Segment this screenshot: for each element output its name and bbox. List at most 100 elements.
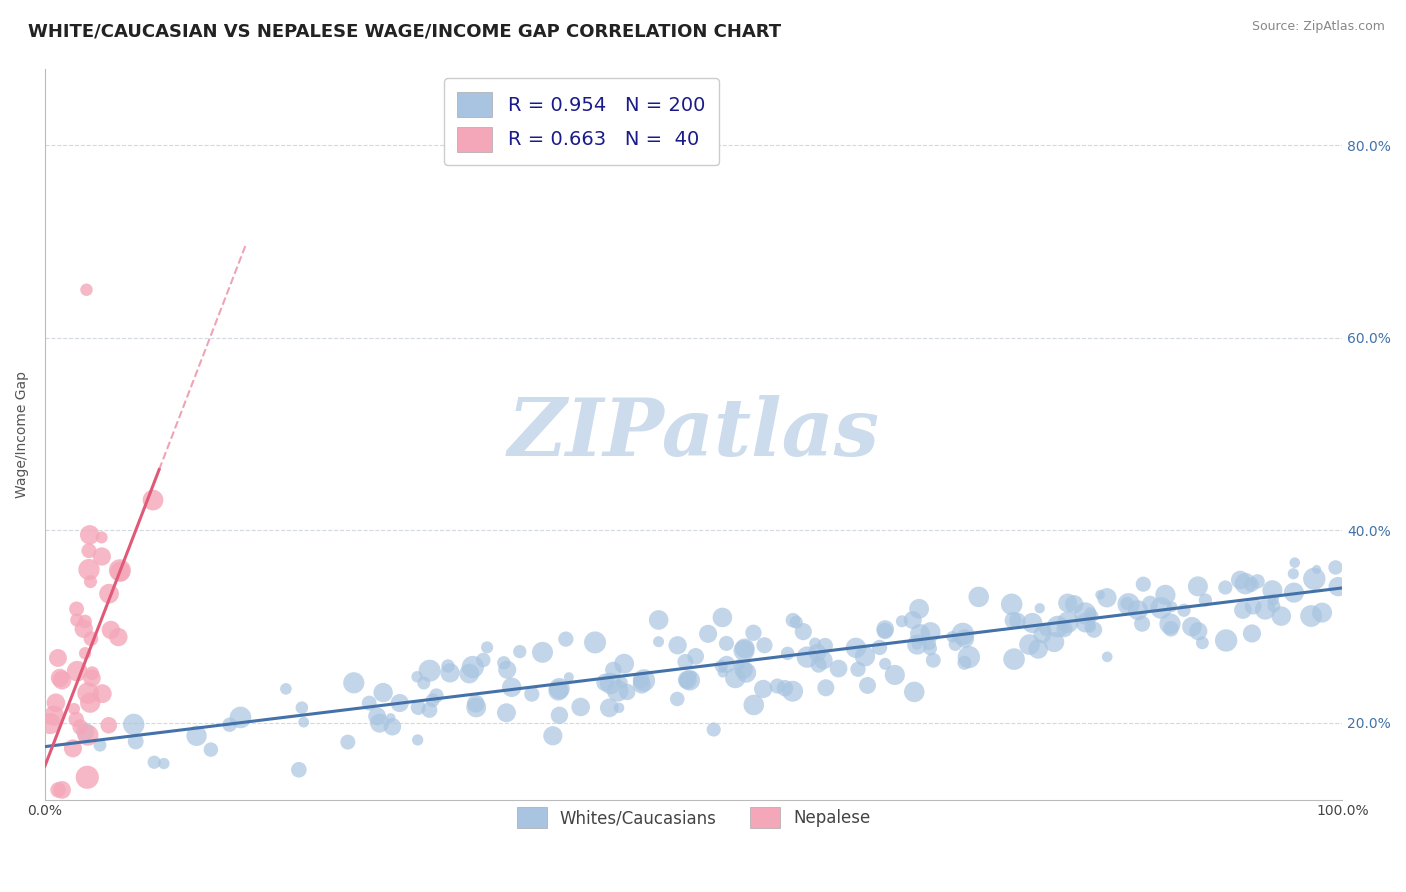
Point xyxy=(676,673,699,687)
Point xyxy=(142,493,165,508)
Point xyxy=(1282,585,1305,599)
Point xyxy=(1002,652,1025,666)
Point xyxy=(122,717,145,731)
Point xyxy=(1046,619,1069,633)
Point xyxy=(697,627,720,641)
Point xyxy=(733,643,755,657)
Point xyxy=(920,641,942,656)
Point xyxy=(804,636,827,650)
Point xyxy=(458,666,481,681)
Point xyxy=(773,681,796,696)
Point xyxy=(711,610,734,624)
Point xyxy=(606,683,628,698)
Point xyxy=(905,638,928,652)
Point xyxy=(343,675,366,690)
Point xyxy=(1126,603,1149,617)
Point xyxy=(875,622,897,636)
Point xyxy=(903,685,925,699)
Point xyxy=(39,716,62,731)
Point xyxy=(186,729,208,743)
Point xyxy=(807,657,830,672)
Point xyxy=(509,644,531,658)
Text: WHITE/CAUCASIAN VS NEPALESE WAGE/INCOME GAP CORRELATION CHART: WHITE/CAUCASIAN VS NEPALESE WAGE/INCOME … xyxy=(28,22,782,40)
Point xyxy=(1043,635,1066,649)
Point xyxy=(728,657,751,672)
Point xyxy=(607,700,630,714)
Point xyxy=(610,675,633,690)
Point xyxy=(883,668,905,682)
Point xyxy=(776,646,799,660)
Point xyxy=(724,671,747,685)
Point xyxy=(853,649,876,664)
Point xyxy=(1261,583,1284,598)
Point xyxy=(1324,560,1347,574)
Point xyxy=(908,627,931,641)
Point xyxy=(1139,597,1161,611)
Point xyxy=(782,684,804,698)
Point xyxy=(292,715,315,730)
Point xyxy=(90,530,112,544)
Point xyxy=(373,685,395,699)
Point xyxy=(366,709,388,723)
Point xyxy=(501,681,523,695)
Point xyxy=(368,716,391,731)
Point xyxy=(73,615,96,629)
Point xyxy=(77,543,100,558)
Point xyxy=(1118,597,1140,611)
Point xyxy=(711,665,734,680)
Point xyxy=(845,640,868,655)
Point xyxy=(495,706,517,720)
Point xyxy=(846,662,869,676)
Point xyxy=(422,693,444,707)
Point xyxy=(1213,581,1236,595)
Point xyxy=(46,783,69,797)
Point xyxy=(901,613,924,627)
Point xyxy=(1261,592,1284,607)
Point xyxy=(49,671,72,685)
Point xyxy=(125,734,148,748)
Point xyxy=(1028,601,1050,615)
Point xyxy=(1088,588,1111,602)
Point xyxy=(733,663,755,677)
Point xyxy=(1284,556,1306,570)
Point xyxy=(66,664,89,678)
Point xyxy=(782,613,804,627)
Point xyxy=(1327,580,1350,594)
Point xyxy=(65,602,87,616)
Point xyxy=(76,770,98,784)
Point xyxy=(1160,622,1182,636)
Point xyxy=(583,635,606,649)
Point xyxy=(1018,638,1040,652)
Point xyxy=(908,602,931,616)
Point xyxy=(1074,607,1097,621)
Point xyxy=(69,720,91,734)
Point xyxy=(291,700,314,714)
Point xyxy=(66,613,89,627)
Point xyxy=(1194,593,1216,607)
Point xyxy=(89,738,111,752)
Point xyxy=(1303,572,1326,586)
Legend: Whites/Caucasians, Nepalese: Whites/Caucasians, Nepalese xyxy=(510,800,877,835)
Point xyxy=(673,655,696,669)
Point xyxy=(42,708,65,723)
Point xyxy=(1057,615,1080,630)
Point xyxy=(742,625,765,640)
Point xyxy=(752,681,775,696)
Point xyxy=(703,723,725,737)
Point xyxy=(1078,620,1101,634)
Point xyxy=(633,673,655,688)
Point xyxy=(336,735,359,749)
Point xyxy=(742,698,765,712)
Point xyxy=(814,681,837,695)
Point xyxy=(229,710,252,724)
Point xyxy=(616,685,638,699)
Point xyxy=(388,696,411,710)
Point xyxy=(1159,616,1181,631)
Point xyxy=(1234,576,1257,591)
Point xyxy=(685,649,707,664)
Point xyxy=(464,697,486,711)
Point xyxy=(593,675,616,690)
Point xyxy=(1246,574,1268,589)
Point xyxy=(79,696,101,710)
Point xyxy=(437,659,460,673)
